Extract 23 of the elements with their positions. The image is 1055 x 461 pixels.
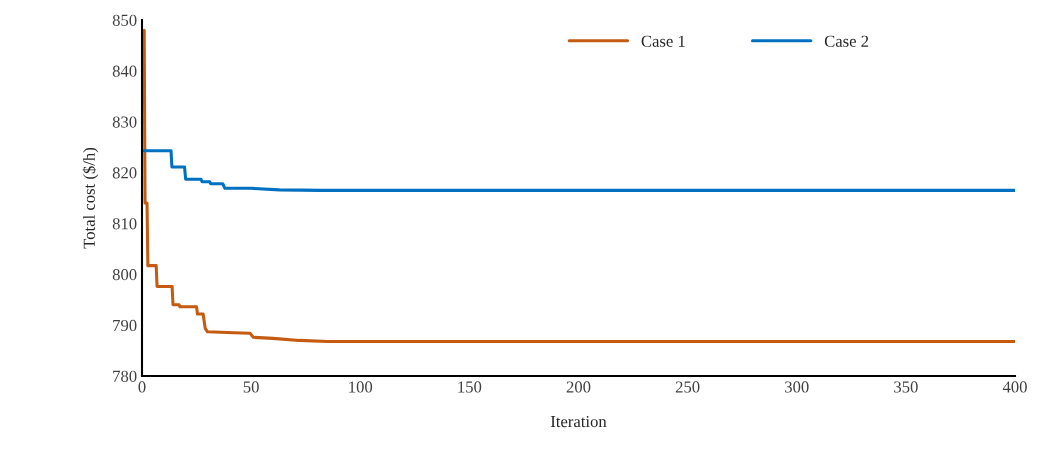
x-tick-label: 50 (243, 381, 259, 393)
y-axis-title: Total cost ($/h) (82, 147, 99, 249)
y-tick-label: 830 (112, 116, 137, 128)
line-series (142, 149, 1015, 192)
x-axis-title: Iteration (550, 415, 607, 428)
y-tick-label: 840 (112, 65, 137, 77)
x-tick-label: 0 (138, 381, 146, 393)
y-tick-label: 850 (112, 14, 137, 26)
y-tick-label: 780 (113, 370, 137, 382)
x-tick-label: 350 (894, 381, 918, 393)
line-series (142, 28, 1015, 343)
y-tick-label: 800 (112, 268, 137, 281)
legend-label: Case 1 (641, 35, 685, 47)
x-tick-label: 250 (675, 381, 700, 393)
x-tick-label: 200 (566, 381, 591, 393)
legend-label: Case 2 (824, 35, 869, 47)
x-tick-label: 100 (349, 381, 373, 393)
x-tick-label: 300 (785, 381, 809, 393)
y-tick-label: 820 (112, 167, 137, 179)
y-tick-label: 790 (113, 319, 137, 332)
y-tick-label: 810 (112, 218, 137, 230)
x-tick-label: 400 (1002, 381, 1027, 393)
x-tick-label: 150 (458, 381, 482, 393)
